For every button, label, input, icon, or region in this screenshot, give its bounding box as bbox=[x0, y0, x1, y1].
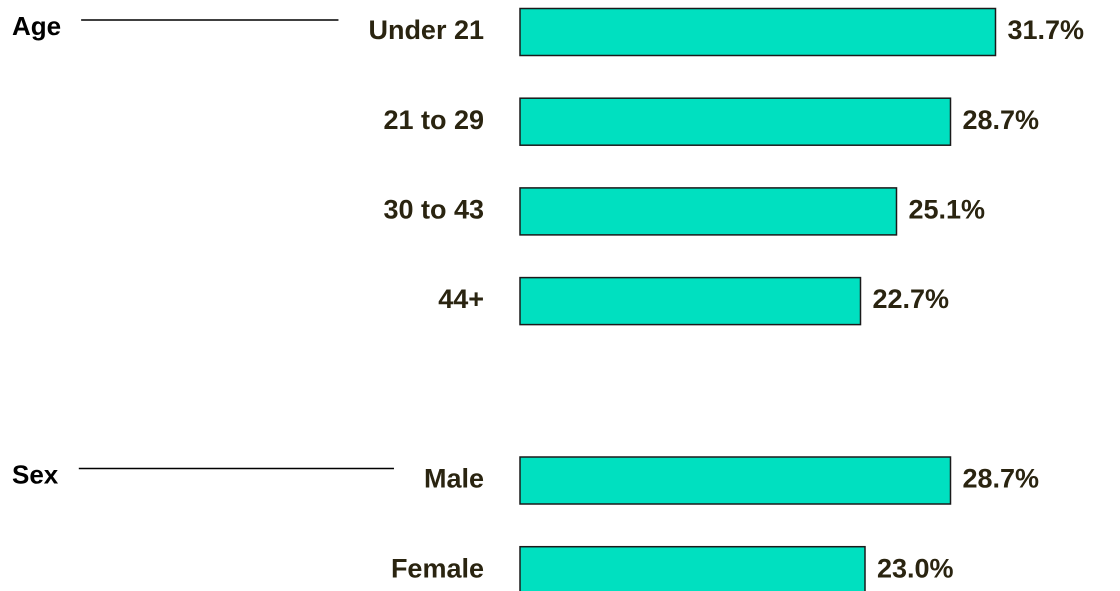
category-label: Under 21 bbox=[368, 15, 484, 45]
group-label: Age bbox=[12, 11, 61, 41]
category-label: 44+ bbox=[438, 284, 484, 314]
value-label: 28.7% bbox=[963, 105, 1040, 135]
bar bbox=[519, 545, 866, 591]
value-label: 22.7% bbox=[873, 284, 950, 314]
bar bbox=[519, 456, 952, 505]
value-label: 23.0% bbox=[877, 553, 954, 583]
bar bbox=[519, 276, 862, 326]
category-label: 30 to 43 bbox=[383, 195, 484, 225]
category-label: Female bbox=[391, 553, 484, 583]
value-label: 31.7% bbox=[1008, 15, 1085, 45]
bar bbox=[519, 187, 898, 236]
value-label: 25.1% bbox=[909, 195, 986, 225]
bar bbox=[519, 97, 952, 146]
group-label: Sex bbox=[12, 459, 59, 489]
bar bbox=[519, 7, 997, 57]
value-label: 28.7% bbox=[963, 464, 1040, 494]
category-label: 21 to 29 bbox=[383, 105, 484, 135]
category-label: Male bbox=[424, 464, 484, 494]
